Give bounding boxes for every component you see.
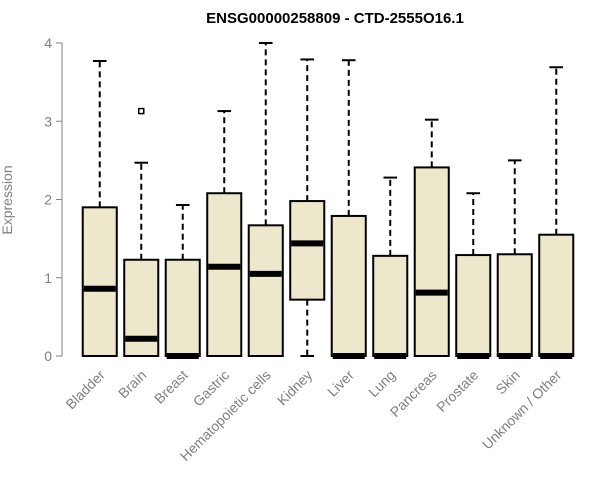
x-tick-label: Lung — [365, 367, 398, 400]
x-tick-label: Bladder — [62, 367, 108, 413]
y-axis: 0 1 2 3 4 — [44, 35, 63, 364]
iqr-box — [289, 200, 326, 301]
box-hematopoietic-cells — [247, 42, 284, 357]
box-liver — [330, 59, 367, 359]
y-tick-label: 4 — [44, 35, 52, 51]
iqr-box — [330, 214, 367, 357]
iqr-box — [81, 206, 118, 357]
iqr-box — [372, 254, 409, 357]
iqr-box — [455, 254, 492, 357]
iqr-box — [164, 258, 201, 357]
y-tick-label: 0 — [44, 348, 52, 364]
outlier-point — [138, 107, 145, 115]
y-axis-label: Expression — [0, 165, 15, 234]
x-tick-label: Prostate — [433, 367, 481, 415]
y-tick-label: 3 — [44, 113, 52, 129]
box-series — [81, 42, 575, 359]
box-unknown-other — [538, 66, 575, 359]
box-skin — [496, 159, 533, 359]
box-pancreas — [413, 118, 450, 357]
x-tick-label: Kidney — [274, 367, 316, 409]
box-gastric — [206, 110, 243, 357]
x-tick-label: Breast — [151, 367, 191, 407]
box-brain — [123, 107, 160, 357]
iqr-box — [413, 166, 450, 357]
iqr-box — [538, 233, 575, 357]
box-prostate — [455, 192, 492, 359]
box-breast — [164, 203, 201, 359]
chart-title: ENSG00000258809 - CTD-2555O16.1 — [206, 10, 464, 27]
iqr-box — [496, 253, 533, 357]
x-tick-label: Brain — [115, 367, 149, 401]
iqr-box — [247, 224, 284, 357]
x-tick-label: Liver — [324, 367, 357, 400]
y-tick-label: 1 — [44, 270, 52, 286]
x-tick-label: Unknown / Other — [479, 367, 565, 453]
x-tick-label: Skin — [492, 367, 523, 398]
box-kidney — [289, 58, 326, 357]
iqr-box — [206, 192, 243, 357]
y-tick-label: 2 — [44, 192, 52, 208]
box-lung — [372, 176, 409, 359]
box-bladder — [81, 59, 118, 357]
